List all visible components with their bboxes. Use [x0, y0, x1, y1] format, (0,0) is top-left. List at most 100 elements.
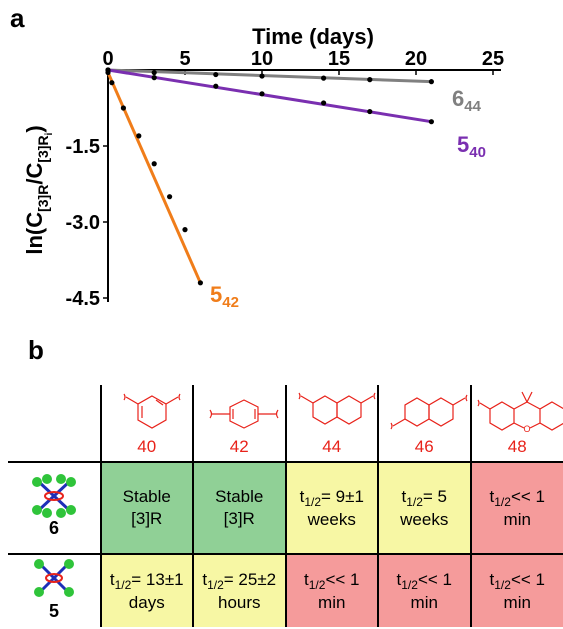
series-5-42-fit-line	[106, 71, 202, 284]
series-label-sub: 40	[469, 144, 486, 161]
half-life-symbol: t	[401, 486, 407, 506]
series-5-40-fit-line	[107, 68, 432, 124]
data-point-5-42	[151, 161, 157, 167]
half-life-table: 40 42	[8, 385, 563, 629]
cell-5-48-unit: min	[503, 592, 531, 612]
x-tick-label: 15	[328, 48, 350, 70]
cell-5-46-unit: min	[410, 592, 438, 612]
half-life-subscript: 1/2	[406, 494, 423, 509]
rotaxane-5-icon: 5	[33, 559, 74, 621]
half-life-symbol: t	[299, 486, 305, 506]
linker-header-row: 40 42	[8, 385, 563, 462]
cell-6-48-unit: min	[503, 509, 531, 529]
panel-label-b: b	[28, 335, 44, 365]
data-point-5-40	[213, 83, 219, 89]
svg-text:ln(C[3]R/C[3]Ri): ln(C[3]R/C[3]Ri)	[22, 125, 55, 254]
x-tick-label: 10	[251, 48, 273, 70]
half-life-symbol: t	[109, 569, 115, 589]
compound-5-header: 5	[8, 553, 102, 627]
ylabel-sub3: i	[44, 132, 55, 135]
table-corner	[8, 385, 102, 462]
ylabel-sub1: [3]R	[35, 185, 51, 212]
cell-6-44-unit: weeks	[307, 509, 356, 529]
xanthene-structure-icon: O	[476, 391, 563, 434]
half-life-subscript: 1/2	[207, 577, 224, 592]
linker-44-header: 44	[285, 385, 379, 462]
data-point-5-40	[321, 100, 327, 106]
cell-6-40: Stable [3]R	[100, 461, 194, 554]
half-life-subscript: 1/2	[401, 577, 418, 592]
linker-40-header: 40	[100, 385, 194, 462]
data-point-5-42	[109, 80, 115, 86]
y-tick-label: -3.0	[66, 212, 100, 234]
cell-5-42-unit: hours	[217, 592, 261, 612]
half-life-symbol: t	[489, 569, 495, 589]
data-point-5-40	[428, 119, 434, 125]
cell-6-42-line2: [3]R	[223, 509, 255, 528]
x-tick-label: 20	[405, 48, 427, 70]
data-point-6-44	[259, 73, 265, 79]
series-label-main: 5	[210, 282, 222, 307]
cell-5-48-value: << 1	[510, 569, 545, 589]
cell-6-46: t1/2= 5 weeks	[378, 461, 472, 554]
half-life-subscript: 1/2	[494, 577, 511, 592]
half-life-symbol: t	[202, 569, 208, 589]
para-phenylene-structure-icon	[209, 399, 279, 429]
linker-46-label: 46	[414, 437, 434, 456]
linker-48-header: O 48	[470, 385, 563, 462]
series-label-sub: 44	[464, 98, 481, 115]
cell-6-42-line1: Stable	[215, 487, 264, 506]
cell-5-42-value: = 25±2	[223, 569, 277, 589]
data-point-6-44	[367, 77, 373, 83]
series-label-main: 5	[457, 132, 469, 157]
data-point-5-42	[182, 227, 188, 233]
data-point-5-42	[197, 280, 203, 286]
ylabel-suffix: )	[22, 125, 47, 132]
cell-5-46: t1/2<< 1 min	[378, 553, 472, 627]
data-point-5-42	[136, 133, 142, 139]
series-label-sub: 42	[222, 294, 239, 311]
naphthalene-26-structure-icon	[390, 394, 468, 430]
half-life-symbol: t	[396, 569, 402, 589]
cell-5-40-value: = 13±1	[131, 569, 184, 589]
x-axis-title: Time (days)	[252, 24, 374, 49]
x-tick-label: 5	[179, 48, 190, 70]
svg-text:O: O	[523, 424, 530, 434]
linker-48-label: 48	[507, 437, 527, 456]
meta-phenylene-structure-icon	[122, 393, 181, 429]
y-tick-label: -1.5	[66, 136, 100, 158]
data-point-5-42	[120, 105, 126, 111]
linker-46-header: 46	[378, 385, 472, 462]
cell-5-44-value: << 1	[325, 569, 360, 589]
cell-5-42: t1/2= 25±2 hours	[193, 553, 287, 627]
y-tick-label: -4.5	[66, 288, 100, 310]
compound-6-row: 6 Stable [3]R Stable [3]R t1/2= 9±1 week…	[8, 461, 563, 554]
cell-5-40: t1/2= 13±1 days	[100, 553, 194, 627]
data-point-5-40	[259, 91, 265, 97]
cell-5-44-unit: min	[318, 592, 346, 612]
cell-6-40-line1: Stable	[122, 487, 171, 506]
cell-6-44: t1/2= 9±1 weeks	[285, 461, 379, 554]
compound-6-label: 6	[49, 518, 59, 536]
y-axis-title: ln(C[3]R/C[3]Ri)	[22, 125, 55, 254]
data-point-5-40	[367, 108, 373, 115]
cell-6-40-line2: [3]R	[131, 509, 163, 528]
linker-42-label: 42	[229, 437, 249, 456]
half-life-symbol: t	[489, 486, 495, 506]
compound-5-row: 5 t1/2= 13±1 days t1/2= 25±2 hours t1/2<…	[8, 553, 563, 627]
rotaxane-6-icon: 6	[31, 474, 76, 538]
cell-5-44: t1/2<< 1 min	[285, 553, 379, 627]
linker-44-label: 44	[322, 437, 342, 456]
data-point-5-42	[167, 194, 173, 200]
cell-5-46-value: << 1	[417, 569, 452, 589]
data-point-6-44	[151, 69, 157, 76]
linker-40-label: 40	[137, 437, 157, 456]
data-point-5-40	[151, 75, 157, 81]
cell-6-44-value: = 9±1	[321, 486, 364, 506]
naphthalene-27-structure-icon	[297, 392, 376, 425]
data-point-5-42	[105, 69, 111, 76]
cell-6-46-value: = 5	[422, 486, 448, 506]
series-label-5-42: 542	[210, 282, 239, 311]
data-point-6-44	[321, 75, 327, 81]
